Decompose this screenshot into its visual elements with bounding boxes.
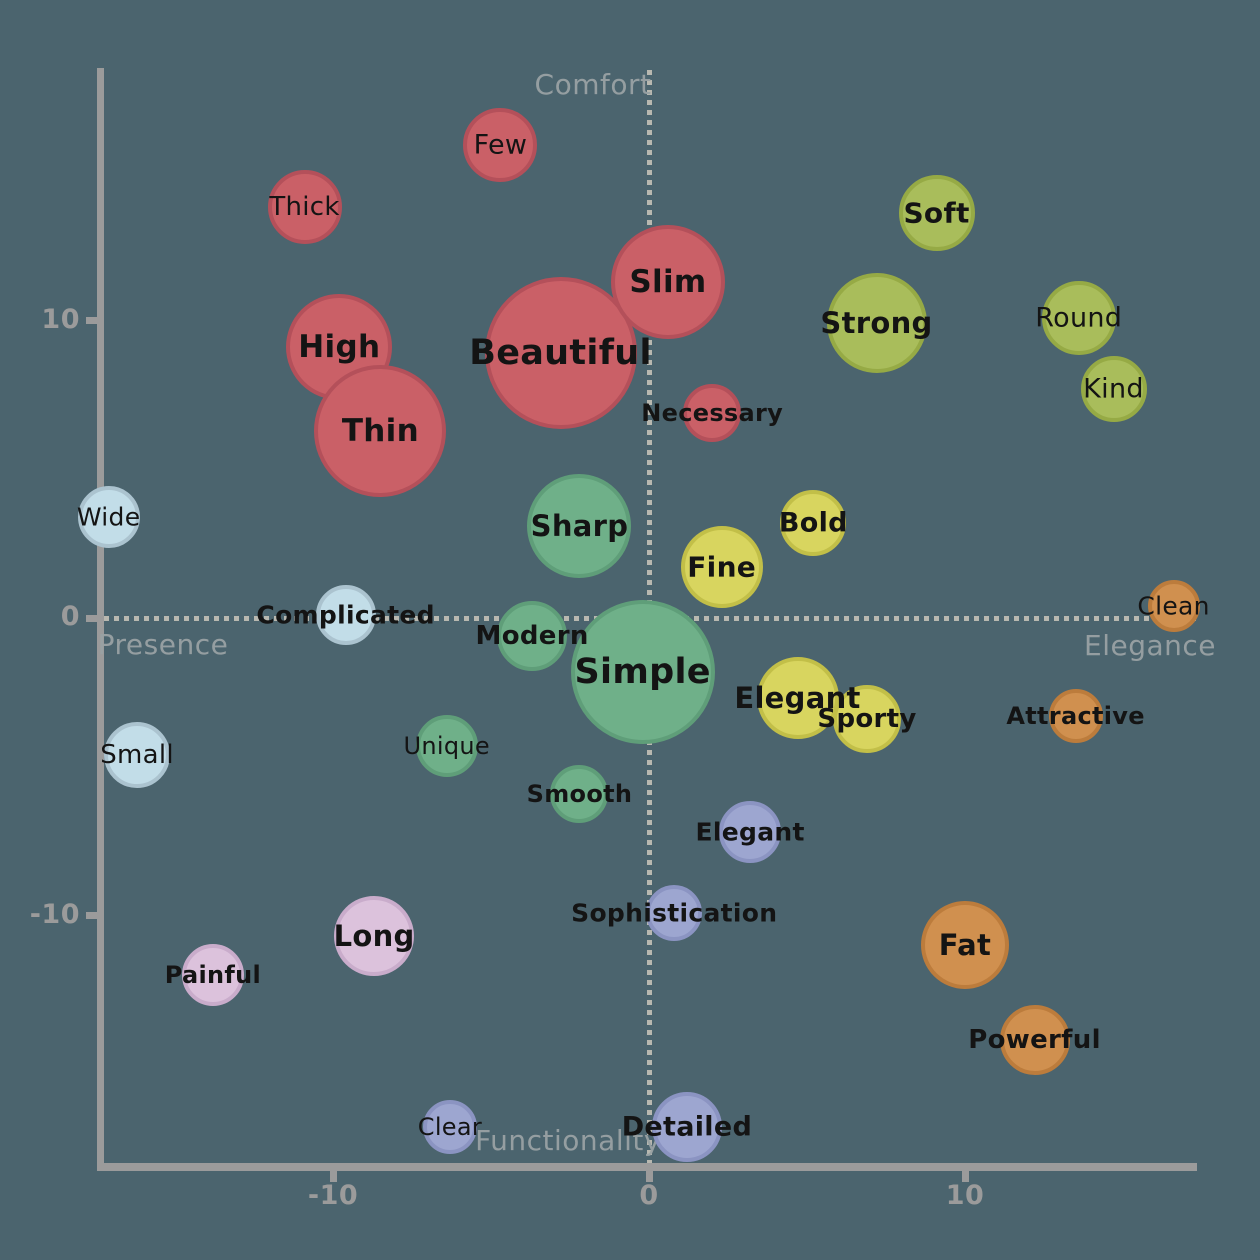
bubble-label-wide: Wide [76, 502, 141, 532]
bubble-label-painful: Painful [164, 961, 262, 989]
bubble-slim [610, 224, 725, 339]
bubble-necessary [683, 383, 742, 442]
bubble-thick [267, 170, 342, 245]
horizontal-zero-gridline [104, 616, 1196, 621]
y-tick-mark [86, 614, 97, 622]
bubble-painful [181, 944, 244, 1006]
bubble-fine [680, 526, 763, 609]
bubble-label-thin: Thin [341, 412, 419, 449]
bubble-label-slim: Slim [629, 263, 707, 300]
bubble-label-smooth: Smooth [526, 779, 633, 808]
bubble-bold [780, 489, 847, 556]
bubble-sharp [527, 473, 632, 578]
bubble-label-long: Long [333, 919, 415, 954]
x-tick-mark [961, 1171, 969, 1182]
bubble-label-powerful: Powerful [968, 1025, 1101, 1056]
bubble-label-beautiful: Beautiful [469, 333, 652, 374]
y-tick-label: -10 [29, 898, 80, 930]
bubble-elegant [756, 657, 839, 740]
bubble-beautiful [484, 277, 637, 430]
bubble-small [104, 721, 171, 788]
bubble-label-attractive: Attractive [1006, 702, 1145, 731]
bubble-label-unique: Unique [403, 731, 490, 760]
bubble-elegant [719, 801, 782, 864]
bubble-smooth [550, 764, 609, 823]
bubble-attractive [1048, 689, 1103, 744]
bubble-label-fat: Fat [938, 928, 992, 963]
x-tick-label: 0 [639, 1180, 659, 1211]
axis-label-elegance: Elegance [1084, 629, 1216, 662]
bubble-label-sophistication: Sophistication [571, 898, 778, 928]
bubble-unique [415, 714, 478, 777]
bubble-label-elegant: Elegant [695, 817, 805, 847]
bubble-label-few: Few [473, 129, 528, 161]
bubble-label-small: Small [100, 739, 174, 770]
bubble-label-necessary: Necessary [641, 398, 784, 427]
bubble-label-strong: Strong [820, 306, 933, 341]
bubble-thin [314, 364, 447, 497]
bubble-few [463, 107, 538, 182]
bubble-long [334, 896, 415, 977]
bubble-label-thick: Thick [269, 192, 340, 223]
bubble-label-soft: Soft [903, 196, 970, 230]
bubble-label-fine: Fine [687, 550, 757, 584]
bubble-soft [898, 175, 975, 252]
x-tick-mark [645, 1171, 653, 1182]
bubble-wide [77, 485, 140, 548]
bubble-clean [1147, 580, 1200, 633]
bubble-label-kind: Kind [1083, 373, 1144, 405]
bubble-label-bold: Bold [778, 507, 848, 539]
bubble-label-round: Round [1035, 302, 1123, 334]
bubble-label-elegant: Elegant [734, 681, 861, 716]
y-tick-mark [86, 317, 97, 324]
bubble-sporty [833, 685, 902, 754]
bubble-high [286, 294, 393, 401]
y-tick-mark [86, 912, 97, 919]
bubble-kind [1080, 355, 1147, 422]
x-tick-label: -10 [307, 1180, 359, 1211]
y-tick-label: 10 [41, 303, 80, 335]
x-tick-label: 10 [945, 1180, 985, 1211]
bubble-label-modern: Modern [475, 620, 589, 651]
bubble-strong [826, 273, 927, 374]
bubble-label-sporty: Sporty [817, 704, 917, 735]
bubble-modern [497, 600, 568, 671]
x-tick-mark [329, 1171, 337, 1182]
bubble-label-sharp: Sharp [530, 508, 629, 543]
bubble-label-simple: Simple [574, 651, 711, 692]
axis-label-presence: Presence [97, 628, 229, 661]
axis-label-comfort: Comfort [534, 68, 652, 101]
bubble-fat [921, 901, 1009, 990]
bubble-round [1041, 280, 1116, 355]
bubble-label-high: High [298, 329, 381, 366]
bubble-simple [570, 599, 715, 744]
y-axis-line [97, 68, 104, 1171]
x-axis-line [97, 1163, 1197, 1171]
axis-label-functionality: Functionality [475, 1124, 661, 1157]
bubble-sophistication [646, 884, 703, 941]
bubble-powerful [999, 1005, 1070, 1076]
